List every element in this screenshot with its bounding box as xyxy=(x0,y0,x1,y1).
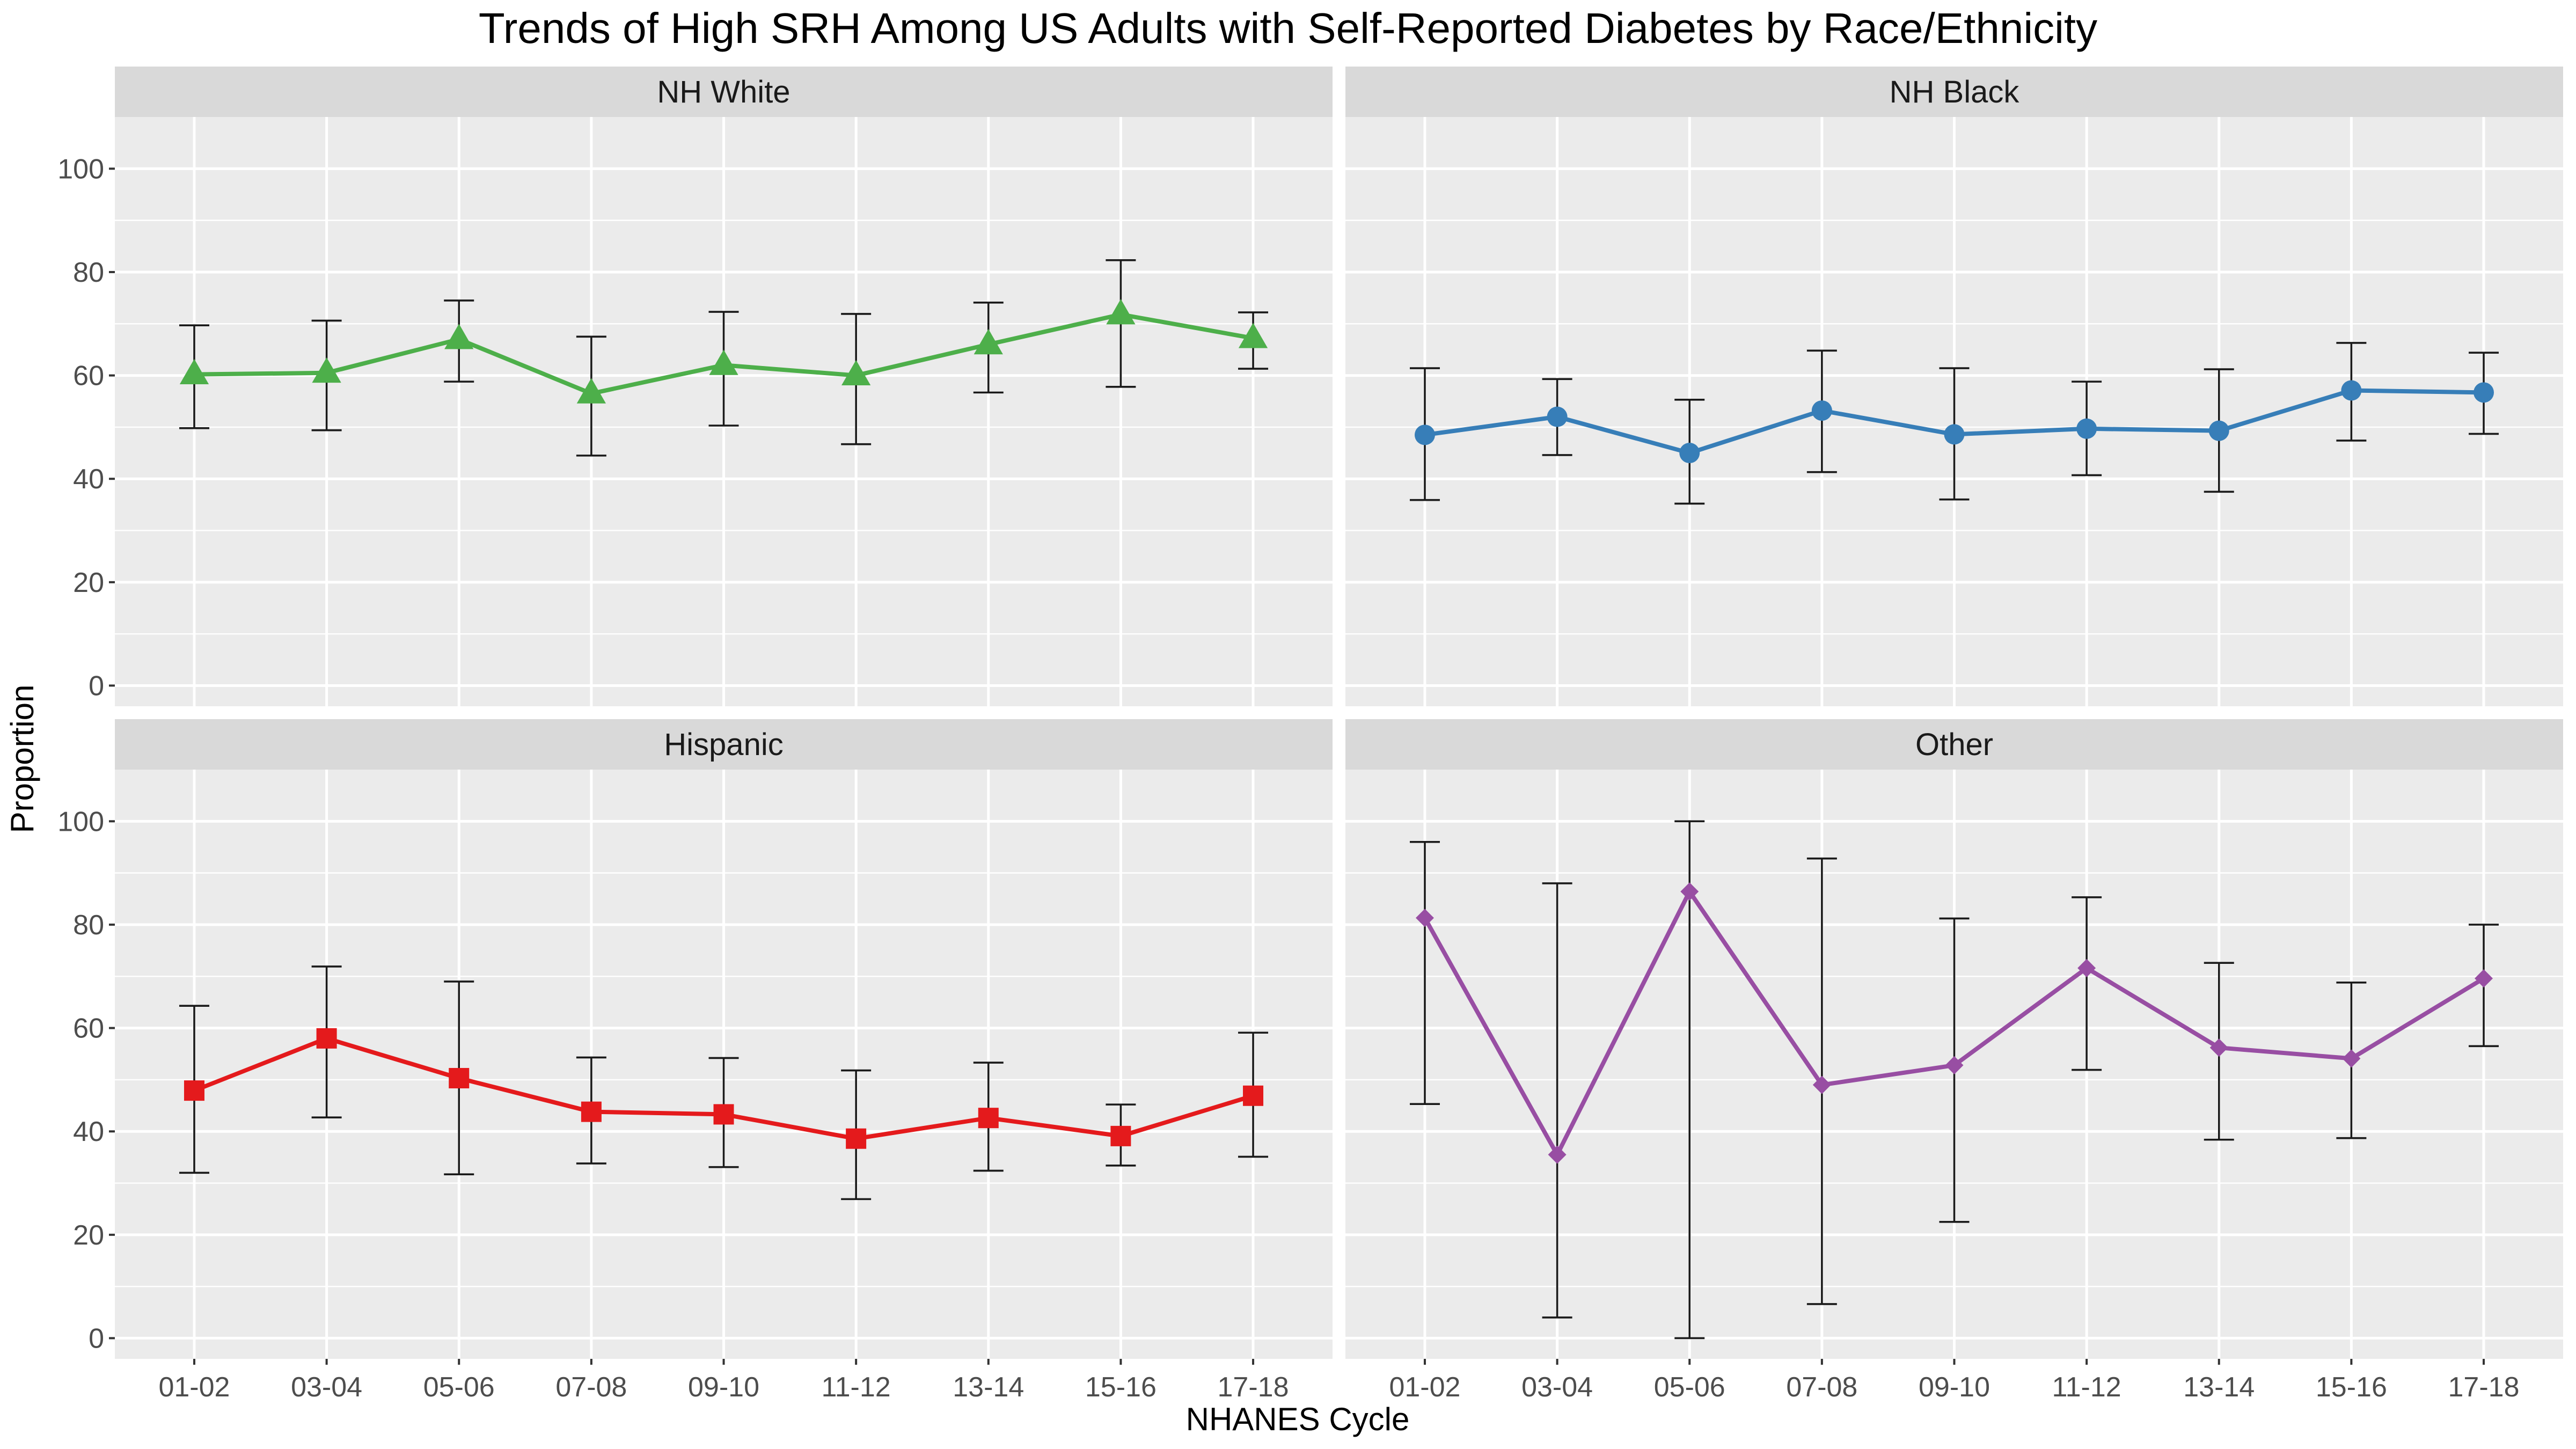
data-point-marker xyxy=(1238,323,1268,348)
error-bar xyxy=(1674,820,1705,1340)
chart-title: Trends of High SRH Among US Adults with … xyxy=(479,4,2097,52)
facet-strip xyxy=(115,719,1333,770)
data-point-marker xyxy=(179,358,209,385)
x-tick-label: 09-10 xyxy=(688,1372,759,1403)
error-bar xyxy=(1542,882,1572,1319)
data-point-marker xyxy=(974,329,1003,355)
facet-panel-2: Hispanic 0 20 40 60 80 100 01-02 03-04 05-06 07-08… xyxy=(57,719,1333,1403)
data-point-marker xyxy=(1679,443,1700,464)
x-tick-label: 07-08 xyxy=(1786,1372,1857,1403)
y-tick-label: 80 xyxy=(73,257,104,288)
data-point-marker xyxy=(2209,1038,2228,1057)
y-tick-label: 100 xyxy=(57,153,104,185)
x-tick-label: 09-10 xyxy=(1919,1372,1990,1403)
y-tick-label: 0 xyxy=(89,1323,104,1354)
data-point-marker xyxy=(444,324,474,349)
data-point-marker xyxy=(1812,1075,1831,1094)
facet-panel-1: NH Black xyxy=(1345,67,2563,706)
data-point-marker xyxy=(1811,400,1832,421)
facet-strip-label: NH White xyxy=(657,75,790,109)
data-point-marker xyxy=(1415,909,1434,927)
x-tick-label: 01-02 xyxy=(158,1372,230,1403)
data-point-marker xyxy=(2342,1049,2361,1068)
facet-strip-label: Other xyxy=(1915,727,1993,762)
x-tick-label: 17-18 xyxy=(2448,1372,2520,1403)
x-tick-label: 11-12 xyxy=(2052,1372,2121,1403)
facets-layer: NH White 0 20 40 60 80 100 NH Black Hispanic 0 20 4… xyxy=(57,67,2563,1403)
data-point-marker xyxy=(576,378,606,404)
data-point-marker xyxy=(2208,420,2229,441)
data-point-marker xyxy=(316,1028,337,1049)
y-tick-label: 60 xyxy=(73,1013,104,1044)
data-point-marker xyxy=(1110,1125,1131,1146)
y-tick-label: 20 xyxy=(73,1220,104,1251)
data-point-marker xyxy=(184,1080,204,1101)
facet-panel-3: Other 01-02 03-04 05-06 07-08 09-10 11-12 13-14… xyxy=(1345,719,2563,1403)
facet-panel-0: NH White 0 20 40 60 80 100 xyxy=(57,67,1333,706)
data-point-marker xyxy=(1680,882,1699,901)
error-bar xyxy=(2072,896,2102,1071)
data-point-marker xyxy=(2077,958,2096,977)
y-axis-title: Proportion xyxy=(4,685,40,833)
x-tick-label: 11-12 xyxy=(822,1372,891,1403)
facet-strip-label: NH Black xyxy=(1890,75,2020,109)
x-tick-label: 01-02 xyxy=(1389,1372,1460,1403)
data-point-marker xyxy=(978,1108,999,1129)
data-point-marker xyxy=(1548,1145,1567,1164)
facet-strip xyxy=(1345,719,2563,770)
error-bar xyxy=(1409,841,1440,1105)
data-point-marker xyxy=(2475,969,2493,988)
facet-strip xyxy=(1345,67,2563,117)
data-point-marker xyxy=(2341,380,2362,401)
data-point-marker xyxy=(581,1101,602,1122)
y-tick-label: 0 xyxy=(89,670,104,701)
x-tick-label: 07-08 xyxy=(555,1372,627,1403)
x-axis-title: NHANES Cycle xyxy=(1186,1401,1410,1437)
x-tick-label: 03-04 xyxy=(291,1372,362,1403)
facet-strip xyxy=(115,67,1333,117)
x-tick-label: 15-16 xyxy=(2316,1372,2387,1403)
data-point-marker xyxy=(1106,299,1136,325)
facet-strip-label: Hispanic xyxy=(664,727,783,762)
x-tick-label: 15-16 xyxy=(1085,1372,1157,1403)
y-tick-label: 80 xyxy=(73,910,104,941)
y-tick-label: 40 xyxy=(73,464,104,495)
data-point-marker xyxy=(1944,424,1965,445)
x-tick-label: 05-06 xyxy=(1654,1372,1725,1403)
y-tick-label: 100 xyxy=(57,806,104,837)
data-point-marker xyxy=(1945,1056,1964,1074)
data-point-marker xyxy=(841,360,871,385)
y-tick-label: 60 xyxy=(73,361,104,392)
data-point-marker xyxy=(1547,406,1568,427)
data-point-marker xyxy=(846,1128,867,1149)
x-tick-label: 13-14 xyxy=(2183,1372,2255,1403)
y-tick-label: 20 xyxy=(73,567,104,598)
data-point-marker xyxy=(1243,1085,1264,1106)
data-point-marker xyxy=(1414,425,1435,445)
x-tick-label: 05-06 xyxy=(423,1372,495,1403)
data-point-marker xyxy=(709,349,738,375)
y-tick-label: 40 xyxy=(73,1116,104,1147)
data-point-marker xyxy=(2076,418,2097,439)
data-point-marker xyxy=(2473,382,2494,403)
x-tick-label: 13-14 xyxy=(953,1372,1024,1403)
data-point-marker xyxy=(312,357,341,383)
x-tick-label: 03-04 xyxy=(1521,1372,1593,1403)
x-tick-label: 17-18 xyxy=(1218,1372,1289,1403)
data-point-marker xyxy=(713,1104,734,1125)
data-point-marker xyxy=(449,1068,470,1089)
